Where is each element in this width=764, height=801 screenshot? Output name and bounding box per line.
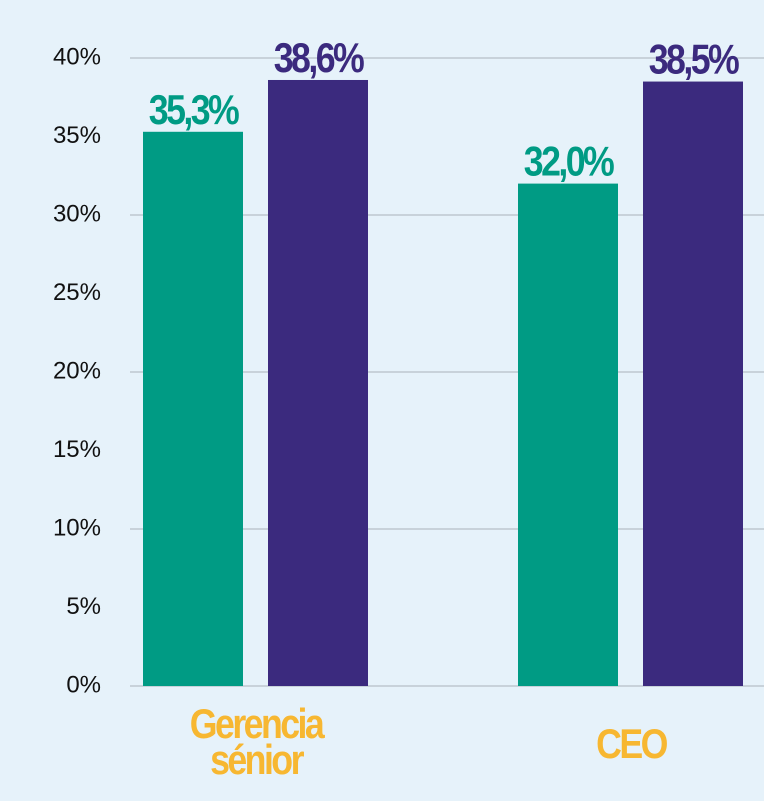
value-label: 38,6%	[274, 35, 364, 81]
y-tick-label: 5%	[66, 593, 101, 620]
value-label: 38,5%	[649, 37, 739, 83]
value-label: 32,0%	[524, 139, 614, 185]
x-tick-label: CEO	[595, 720, 668, 767]
y-tick-label: 10%	[53, 514, 101, 541]
y-tick-label: 40%	[53, 43, 101, 70]
bar	[643, 81, 743, 687]
y-tick-label: 35%	[53, 122, 101, 149]
bar	[268, 79, 368, 687]
y-tick-label: 25%	[53, 279, 101, 306]
y-tick-label: 20%	[53, 357, 101, 384]
bar	[518, 183, 618, 686]
value-label: 35,3%	[149, 87, 239, 133]
y-tick-label: 30%	[53, 200, 101, 227]
bar	[143, 131, 243, 687]
y-tick-label: 0%	[66, 671, 101, 698]
y-tick-label: 15%	[53, 436, 101, 463]
x-tick-label: Gerencia sénior	[189, 700, 324, 783]
